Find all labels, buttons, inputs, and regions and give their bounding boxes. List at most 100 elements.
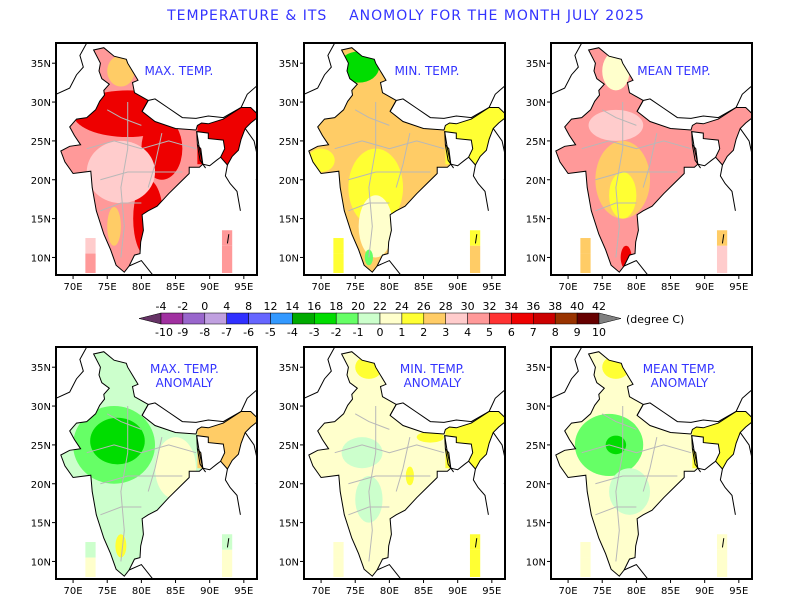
lakshadweep-box — [580, 253, 591, 273]
country-border — [244, 432, 257, 484]
colorbar-bottom-label: 3 — [442, 326, 449, 339]
panel-label: MIN. TEMP. — [394, 64, 459, 78]
colorbar-bottom-label: -6 — [243, 326, 254, 339]
colorbar-swatch — [445, 312, 468, 325]
country-border — [196, 448, 206, 473]
lat-tick-label: 25N — [31, 137, 51, 148]
andaman-box — [469, 549, 481, 577]
country-border — [735, 86, 752, 108]
colorbar-top-label: 38 — [548, 300, 562, 313]
anomaly-region — [602, 51, 630, 91]
colorbar-swatch — [248, 312, 271, 325]
colorbar-swatch — [204, 312, 227, 325]
anomaly-region — [355, 355, 383, 379]
lon-tick-label: 95E — [729, 586, 748, 597]
lat-tick-label: 30N — [31, 402, 51, 413]
lon-tick-label: 85E — [661, 586, 680, 597]
colorbar-bottom-label: 5 — [486, 326, 493, 339]
colorbar-swatch — [292, 312, 315, 325]
colorbar-swatch — [467, 312, 490, 325]
colorbar-swatch — [379, 312, 403, 325]
country-border — [472, 468, 489, 515]
anomaly-region — [107, 206, 121, 246]
lat-tick-label: 25N — [279, 137, 299, 148]
state-boundary — [642, 133, 658, 188]
colorbar-bottom-label: -3 — [309, 326, 320, 339]
colorbar-top-label: 34 — [504, 300, 518, 313]
colorbar-swatch — [335, 312, 359, 325]
andaman-box — [469, 534, 481, 550]
lon-tick-label: 70E — [64, 282, 83, 293]
country-border — [196, 144, 206, 169]
lat-tick-label: 30N — [526, 402, 546, 413]
lat-tick-label: 15N — [526, 519, 546, 530]
lon-tick-label: 85E — [414, 282, 433, 293]
country-border — [739, 432, 752, 484]
colorbar-bottom-label: -8 — [199, 326, 210, 339]
lat-tick-label: 20N — [31, 480, 51, 491]
state-boundary — [595, 506, 637, 516]
colorbar-top-label: 16 — [307, 300, 321, 313]
lat-tick-label: 35N — [279, 59, 299, 70]
colorbar-top-label: 8 — [245, 300, 252, 313]
andaman-islands — [474, 538, 478, 548]
colorbar-swatch — [554, 312, 578, 325]
lon-tick-label: 85E — [661, 282, 680, 293]
colorbar-top-label: 20 — [351, 300, 365, 313]
country-border — [304, 43, 336, 95]
lon-tick-label: 95E — [234, 282, 253, 293]
country-border — [196, 435, 221, 471]
anomaly-region — [588, 109, 644, 141]
state-boundary — [100, 475, 183, 485]
lon-tick-label: 90E — [200, 586, 219, 597]
colorbar-bottom-label: 7 — [530, 326, 537, 339]
lakshadweep-box — [580, 542, 591, 558]
colorbar-top-label: 24 — [395, 300, 409, 313]
lat-tick-label: 15N — [526, 215, 546, 226]
country-border — [492, 128, 505, 180]
colorbar-swatch — [270, 312, 293, 325]
country-border — [551, 43, 583, 95]
country-border — [196, 131, 221, 167]
colorbar-swatch — [533, 312, 556, 325]
state-boundary — [100, 506, 142, 516]
lakshadweep-box — [85, 253, 96, 273]
panel-frame — [550, 346, 753, 580]
state-boundary — [601, 109, 637, 126]
map-panel-1: MAX. TEMP. 35N 30N 25N 20N 15N 10N 70E 75E 80E 85E… — [31, 42, 258, 293]
lat-tick-label: 30N — [31, 98, 51, 109]
colorbar-bottom-label: 4 — [464, 326, 471, 339]
country-border — [488, 390, 505, 412]
state-boundary — [334, 444, 445, 454]
country-border — [244, 128, 257, 180]
lat-tick-label: 10N — [279, 557, 299, 568]
colorbar-bottom-label: 1 — [398, 326, 405, 339]
lakshadweep-box — [85, 557, 96, 577]
colorbar-bottom-label: -7 — [221, 326, 232, 339]
state-boundary — [106, 109, 142, 126]
lon-tick-label: 70E — [312, 586, 331, 597]
lat-tick-label: 20N — [31, 176, 51, 187]
country-border — [691, 144, 701, 169]
country-border — [636, 98, 737, 119]
state-boundary — [368, 406, 377, 562]
map-panel-4: MAX. TEMP.ANOMALY 35N 30N 25N 20N 15N 10N 70E 75… — [31, 346, 258, 597]
andaman-islands — [721, 538, 725, 548]
country-border — [444, 435, 469, 471]
lat-tick-label: 10N — [526, 557, 546, 568]
state-boundary — [348, 202, 390, 212]
country-border — [444, 144, 454, 169]
lakshadweep-box — [85, 238, 96, 254]
state-boundary — [348, 171, 431, 181]
andaman-islands — [721, 234, 725, 244]
state-boundary — [595, 475, 678, 485]
lat-tick-label: 20N — [279, 480, 299, 491]
lat-tick-label: 25N — [279, 441, 299, 452]
state-boundary — [395, 133, 411, 188]
lon-tick-label: 95E — [234, 586, 253, 597]
country-border — [224, 468, 241, 515]
lon-tick-label: 95E — [482, 586, 501, 597]
map-panel-5: MIN. TEMP.ANOMALY 35N 30N 25N 20N 15N 10N 70E 75… — [279, 346, 506, 597]
lon-tick-label: 75E — [593, 586, 612, 597]
